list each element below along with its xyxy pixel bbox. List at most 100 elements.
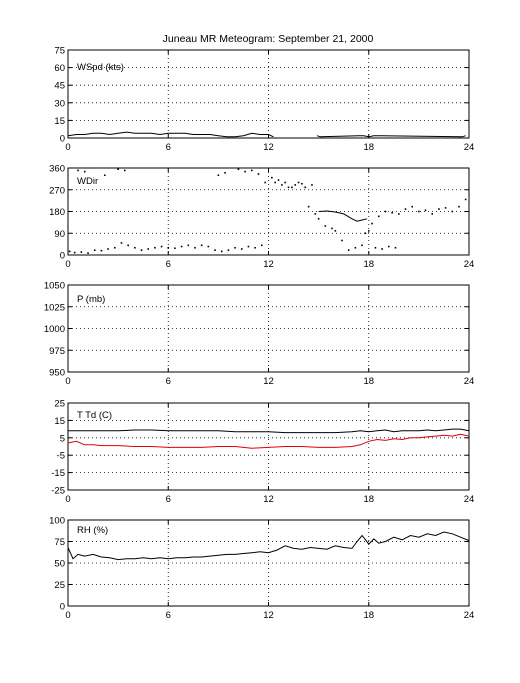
data-point	[107, 248, 109, 250]
data-point	[234, 246, 236, 249]
data-point	[227, 249, 230, 251]
data-point	[331, 227, 333, 230]
data-point	[391, 211, 393, 214]
series-line	[67, 131, 274, 138]
series-line	[67, 433, 470, 449]
data-point	[458, 205, 460, 208]
y-tick-label: 270	[49, 185, 65, 196]
data-point	[103, 174, 106, 177]
data-point	[324, 225, 327, 227]
data-point	[73, 251, 76, 254]
data-point	[237, 168, 240, 171]
data-point	[257, 173, 260, 175]
data-point	[100, 249, 103, 252]
grid-lines	[68, 520, 469, 606]
data-point	[347, 249, 350, 251]
y-tick-label: 975	[49, 346, 65, 357]
data-point	[291, 186, 293, 189]
data-point	[287, 186, 290, 189]
wind-direction-panel: 0 6 12 18 24 0 90 180 270 360 WDir	[49, 164, 474, 271]
data-point	[124, 169, 126, 172]
pressure-label: P (mb)	[77, 294, 105, 305]
data-point	[214, 249, 216, 251]
wind-speed-label: WSpd (kts)	[77, 62, 124, 73]
data-point	[174, 247, 176, 250]
data-point	[424, 209, 427, 212]
y-tick-label: 50	[54, 559, 65, 570]
x-tick-label: 12	[263, 610, 274, 621]
x-tick-label: 18	[363, 376, 374, 387]
data-point	[80, 251, 83, 253]
data-point	[271, 176, 273, 179]
x-tick-label: 6	[166, 610, 171, 621]
y-tick-label: 180	[49, 207, 65, 218]
x-tick-label: 12	[263, 259, 274, 270]
data-point	[444, 207, 447, 209]
y-tick-label: 45	[54, 81, 65, 92]
y-tick-label: 100	[49, 516, 65, 527]
data-point	[200, 244, 203, 247]
data-point	[307, 205, 310, 208]
grid-lines	[68, 50, 469, 138]
data-point	[381, 248, 383, 250]
data-point	[274, 181, 276, 184]
y-tick-label: 25	[54, 580, 65, 591]
data-point	[244, 170, 246, 173]
data-point	[354, 246, 357, 249]
data-point	[361, 244, 363, 247]
data-point	[83, 170, 86, 173]
grid-lines	[68, 168, 469, 255]
data-point	[247, 245, 250, 248]
data-point	[250, 169, 253, 172]
data-point	[314, 213, 317, 215]
y-tick-label: 25	[54, 399, 65, 410]
data-point	[217, 174, 220, 177]
y-tick-label: 90	[54, 229, 65, 240]
relative-humidity-panel: 0 6 12 18 24 0 25 50 75 100 RH (%)	[49, 516, 474, 622]
x-tick-label: 18	[363, 142, 374, 153]
data-point	[207, 245, 210, 248]
data-point	[277, 179, 280, 181]
x-tick-label: 6	[166, 376, 171, 387]
y-tick-label: -15	[51, 468, 65, 479]
y-tick-label: 0	[60, 602, 65, 613]
series-line	[318, 210, 368, 222]
y-tick-label: -25	[51, 486, 65, 497]
data-point	[147, 248, 149, 250]
y-tick-label: 1000	[44, 324, 65, 335]
x-tick-label: 24	[464, 376, 475, 387]
wind-direction-label: WDir	[77, 176, 98, 187]
x-tick-label: 24	[464, 142, 475, 153]
relative-humidity-label: RH (%)	[77, 525, 108, 536]
y-tick-label: 75	[54, 46, 65, 57]
x-tick-label: 18	[363, 259, 374, 270]
data-point	[311, 184, 313, 186]
data-point	[254, 246, 256, 249]
series-line	[68, 428, 470, 434]
data-point	[317, 217, 320, 220]
x-tick-label: 0	[65, 376, 70, 387]
y-tick-label: 360	[49, 164, 65, 175]
data-point	[281, 184, 283, 186]
x-tick-label: 0	[65, 610, 70, 621]
x-tick-label: 12	[263, 494, 274, 505]
x-tick-label: 6	[166, 259, 171, 270]
y-tick-label: 15	[54, 416, 65, 427]
data-point	[431, 213, 434, 215]
data-point	[87, 252, 89, 254]
data-point	[93, 249, 96, 251]
data-point	[451, 210, 454, 213]
data-point	[377, 215, 380, 218]
data-point	[68, 250, 71, 253]
y-tick-label: 1025	[44, 302, 65, 313]
y-tick-label: -5	[57, 451, 65, 462]
data-point	[394, 246, 397, 249]
data-point	[134, 246, 136, 249]
data-point	[220, 250, 223, 253]
x-tick-label: 24	[464, 610, 475, 621]
x-tick-label: 0	[65, 142, 70, 153]
data-point	[334, 230, 337, 232]
data-point	[284, 181, 287, 184]
data-point	[127, 244, 129, 247]
data-point	[140, 249, 143, 251]
